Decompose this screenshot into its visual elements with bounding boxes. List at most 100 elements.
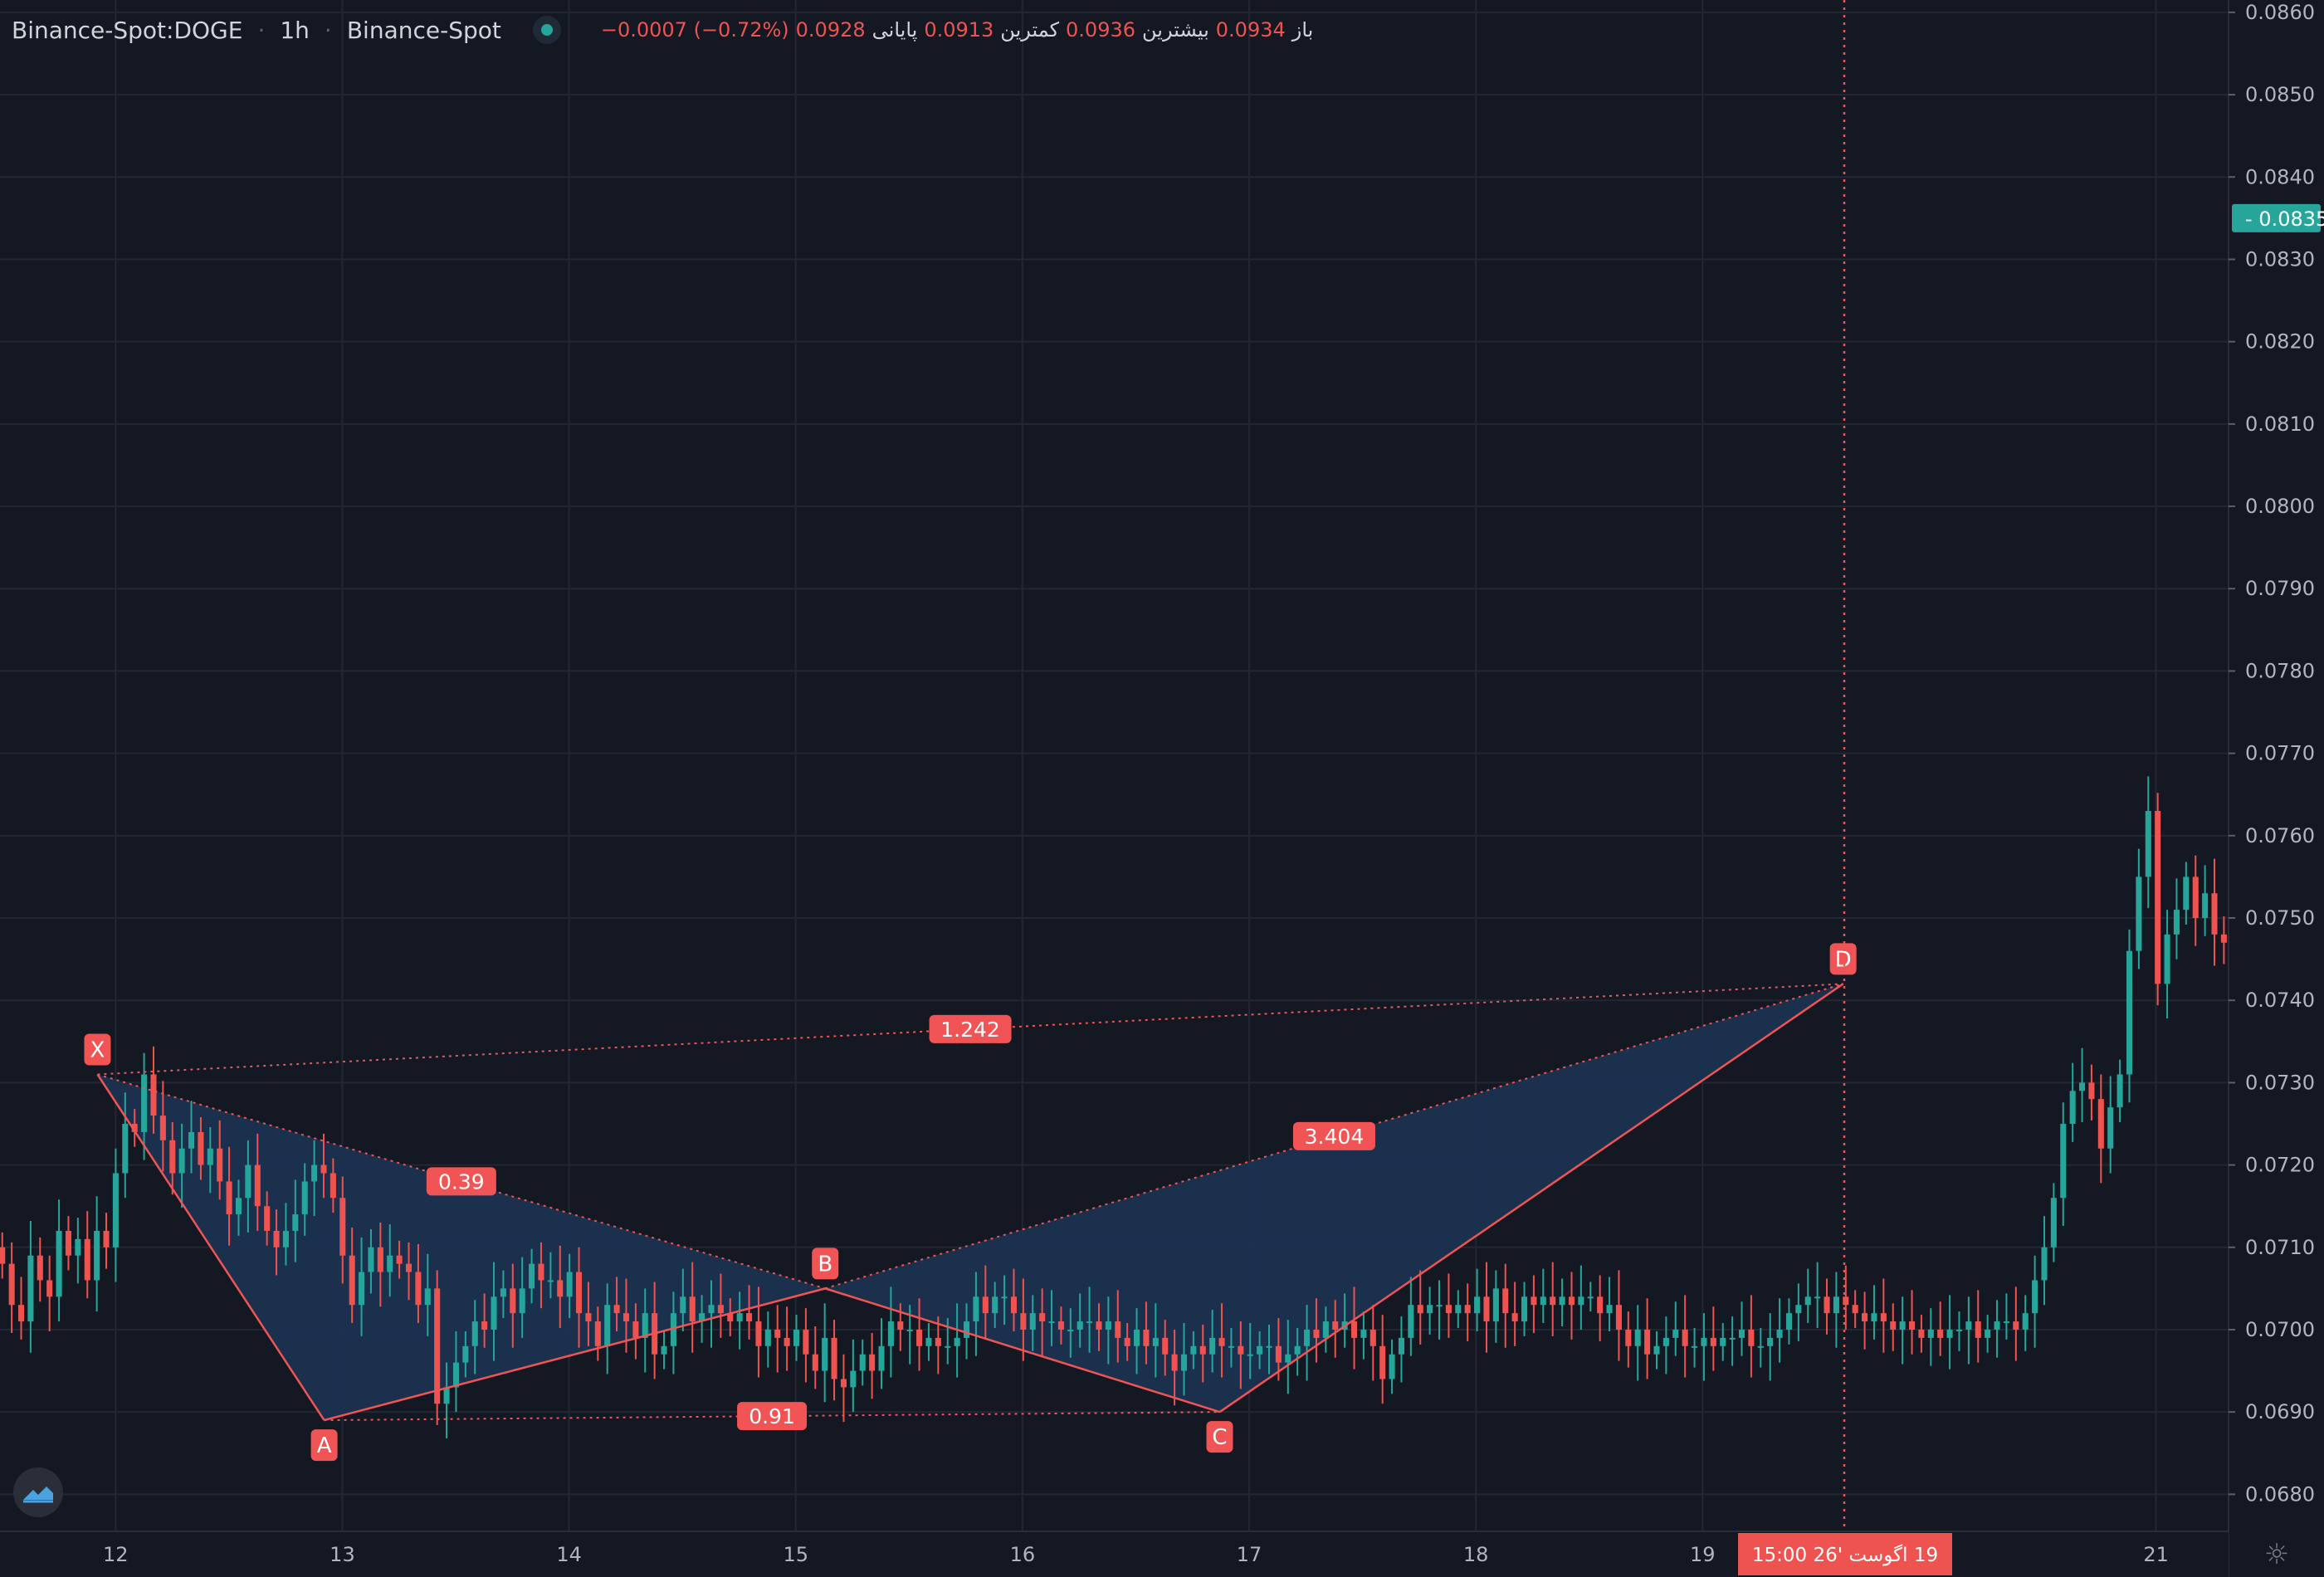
candle [642,1288,648,1373]
candle-body [1852,1305,1858,1314]
candle [27,1221,34,1353]
candle-body [1313,1329,1320,1338]
candle [245,1140,251,1233]
candle [1143,1301,1150,1365]
ratio-label[interactable]: 0.39 [426,1167,496,1196]
pattern-leg-xa[interactable] [96,1073,325,1421]
candle-body [680,1296,686,1314]
candle [75,1218,81,1284]
candle [822,1303,828,1403]
candle [2022,1295,2029,1351]
candle-body [869,1354,876,1371]
candle-body [1606,1305,1613,1314]
candle [471,1300,478,1374]
candle [736,1291,743,1350]
point-label-text: B [818,1252,832,1277]
candle-body [282,1230,289,1247]
candle [1266,1325,1272,1374]
ratio-label[interactable]: 0.91 [737,1402,808,1431]
candle-body [1955,1329,1963,1331]
ratio-label[interactable]: 3.404 [1292,1121,1375,1150]
candle [510,1263,516,1348]
candle [1218,1303,1225,1378]
candle [2155,793,2161,1006]
time-tick-label: 13 [330,1543,355,1566]
candle [689,1262,696,1353]
point-label-x[interactable]: X [84,1033,111,1066]
candle [632,1303,639,1360]
candle-body [1824,1296,1830,1314]
candle [264,1191,271,1246]
candle-body [292,1214,299,1231]
candle-body [339,1198,346,1256]
candle-body [1521,1296,1528,1322]
candle-body [906,1329,913,1331]
candle-body [945,1345,951,1348]
open-label: باز [1291,18,1314,42]
candle-body [1937,1329,1944,1338]
legend-interval[interactable]: 1h [280,16,310,44]
price-tick-label: 0.0680 [2245,1482,2315,1506]
candle [1455,1290,1462,1328]
candle [1199,1325,1206,1383]
candle-body [566,1272,573,1297]
settings-gear-icon[interactable]: ☼ [2263,1538,2290,1571]
candle-body [1908,1321,1916,1330]
candle-body [359,1272,365,1306]
pattern-leg-cd[interactable] [1218,983,1844,1413]
candle-body [1738,1329,1745,1338]
candle [925,1323,932,1361]
point-label-d[interactable]: D [1829,943,1857,975]
candle-body [84,1238,90,1281]
pattern-leg-bc[interactable] [824,1287,1220,1413]
candle [840,1354,847,1423]
market-status-dot-icon[interactable] [532,16,561,44]
candle-body [387,1255,393,1272]
point-label-b[interactable]: B [812,1247,839,1280]
candle [1096,1303,1102,1351]
candle-body [736,1313,743,1322]
candle-body [1843,1296,1849,1306]
candle-body [1124,1337,1130,1346]
time-axis[interactable]: 12 13 14 15 16 17 18 19 21 [103,1543,2169,1566]
point-label-a[interactable]: A [310,1429,338,1462]
candle [1077,1293,1083,1348]
ratio-label[interactable]: 1.242 [929,1014,1012,1043]
candle [1020,1278,1027,1361]
candle [1785,1298,1792,1345]
candle [141,1052,148,1160]
point-label-c[interactable]: C [1206,1421,1233,1453]
candle-body [878,1345,885,1371]
tradingview-logo-icon[interactable] [13,1467,63,1517]
candle-body [264,1206,271,1231]
candle [2003,1293,2009,1340]
candle [1994,1300,2000,1358]
price-axis[interactable]: 0.0860 0.0850 0.0840 0.0830 0.0820 0.0810 0.08… [2229,1,2315,1506]
ratio-label-text: 0.39 [438,1169,485,1194]
candle-body [254,1164,261,1207]
price-tick-label: 0.0720 [2245,1154,2315,1177]
candle-body [2192,876,2199,919]
pattern-leg-ab[interactable] [324,1287,826,1422]
candle-body [2173,910,2180,935]
legend-symbol[interactable]: Binance-Spot:DOGE [12,16,243,44]
candle-body [0,1247,6,1264]
candle-body [2126,950,2133,1075]
candle-body [992,1296,998,1314]
price-tick-label: 0.0710 [2245,1236,2315,1259]
candle-body [1370,1329,1376,1346]
candle-body [368,1247,374,1272]
candle-body [396,1255,403,1264]
candle-body [887,1321,894,1346]
candle [1852,1290,1858,1328]
candle [1965,1296,1972,1365]
candle-body [2136,876,2142,951]
candle-body [1436,1305,1443,1307]
candle-body [273,1230,280,1247]
low-value: 0.0913 [924,18,994,42]
candle [1171,1329,1178,1406]
candle-body [1275,1345,1282,1363]
candle [1625,1311,1632,1368]
candle-body [159,1116,166,1140]
